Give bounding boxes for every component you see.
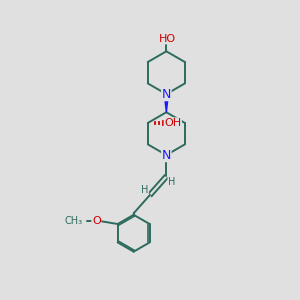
Text: HO: HO [159,34,176,44]
Text: N: N [162,88,171,100]
Text: H: H [141,184,148,194]
Text: CH₃: CH₃ [65,216,83,226]
Text: O: O [92,216,101,226]
Text: H: H [168,177,176,187]
Polygon shape [164,94,168,112]
Text: N: N [162,148,171,162]
Text: OH: OH [164,118,181,128]
